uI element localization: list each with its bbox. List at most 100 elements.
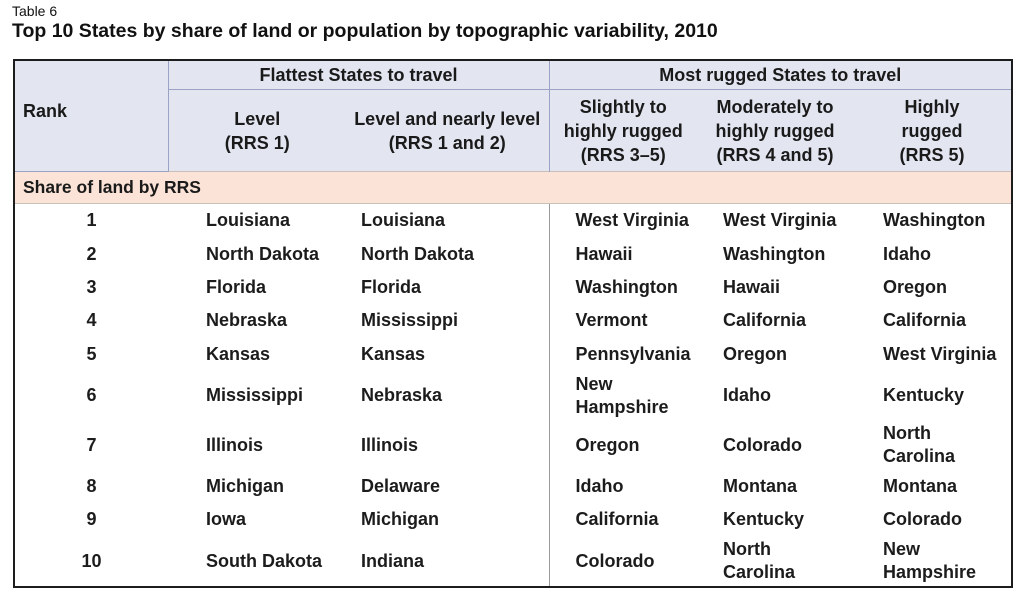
rank-cell: 2 — [86, 243, 97, 264]
state-name: Kansas — [361, 343, 426, 364]
column-header-level-nearly-level: Level and nearly level (RRS 1 and 2) — [346, 89, 550, 172]
state-cell: North Dakota — [168, 238, 346, 271]
state-name: Montana — [723, 475, 797, 496]
state-name: North Dakota — [361, 243, 475, 264]
state-name: Indiana — [361, 550, 425, 571]
column-header-line: Level — [234, 108, 281, 129]
state-name: Mississippi — [206, 385, 304, 406]
state-name: North — [883, 423, 931, 444]
state-cell: Washington — [697, 238, 853, 271]
column-header-line: (RRS 1) — [224, 132, 290, 153]
state-name: Nebraska — [206, 310, 288, 331]
state-name: West Virginia — [723, 210, 837, 231]
state-name: Colorado — [723, 434, 802, 455]
table-row: 7 Illinois Illinois Oregon Colorado North Caro… — [15, 420, 1011, 470]
state-cell: Vermont — [549, 304, 697, 337]
state-cell: West Virginia — [697, 204, 853, 238]
state-cell: Florida — [346, 270, 550, 305]
state-cell: West Virginia — [549, 204, 697, 238]
state-name: Michigan — [361, 509, 440, 530]
state-name: North — [723, 539, 771, 560]
state-cell: Washington — [853, 204, 1011, 238]
state-name: Louisiana — [206, 210, 291, 231]
state-name: Kentucky — [723, 509, 805, 530]
rank-cell: 5 — [86, 343, 97, 364]
state-cell: North Carolina — [697, 536, 853, 586]
rank-cell: 9 — [86, 509, 97, 530]
state-cell: North Carolina — [853, 420, 1011, 469]
table-row: 6 Mississippi Nebraska New Hampshire Idaho Ken… — [15, 370, 1011, 421]
state-name: Washington — [883, 210, 986, 231]
table-row: 10 South Dakota Indiana Colorado North Caroli… — [15, 536, 1011, 586]
table-header: Rank Flattest States to travel Most rugg… — [15, 61, 1012, 172]
rank-cell: 1 — [86, 210, 97, 231]
state-name: Florida — [206, 277, 267, 298]
state-cell: Washington — [549, 271, 697, 304]
state-cell: Kansas — [346, 337, 550, 371]
state-cell: Nebraska — [346, 370, 550, 421]
column-header-line: highly rugged — [563, 120, 683, 141]
state-name: Colorado — [575, 550, 655, 571]
state-cell: Iowa — [168, 503, 346, 536]
rank-header: Rank — [15, 61, 169, 172]
state-name: California — [723, 310, 807, 331]
column-header-line: Highly — [904, 96, 960, 117]
state-cell: Idaho — [853, 238, 1011, 271]
state-cell: Michigan — [346, 503, 550, 537]
state-name: New — [575, 373, 613, 394]
state-name: Carolina — [883, 446, 956, 467]
state-cell: Illinois — [346, 420, 550, 470]
state-cell: Delaware — [346, 469, 550, 504]
state-cell: New Hampshire — [549, 371, 697, 420]
state-name: Hampshire — [575, 396, 669, 417]
state-name: Idaho — [723, 385, 771, 406]
state-cell: Indiana — [346, 536, 550, 586]
column-header-line: (RRS 5) — [899, 144, 965, 165]
table-row: 9 Iowa Michigan California Kentucky Colorado — [15, 503, 1011, 537]
state-name: Pennsylvania — [575, 343, 691, 364]
state-name: Washington — [723, 243, 826, 264]
state-cell: Mississippi — [168, 371, 346, 420]
state-name: Washington — [575, 277, 678, 298]
state-cell: North Dakota — [346, 237, 550, 271]
state-name: Illinois — [361, 434, 419, 455]
table-row: 1 Louisiana Louisiana West Virginia West Vir… — [15, 203, 1011, 238]
rank-cell: 10 — [81, 550, 102, 571]
rank-cell: 3 — [86, 277, 97, 298]
column-header-moderately-rugged: Moderately to highly rugged (RRS 4 and 5… — [697, 89, 853, 172]
column-header-line: Moderately to — [716, 96, 834, 117]
state-name: Delaware — [361, 475, 441, 496]
state-cell: Florida — [168, 271, 346, 304]
state-name: Montana — [883, 475, 957, 496]
table-label: Table 6 — [12, 3, 58, 19]
state-cell: Kansas — [168, 338, 346, 371]
state-name: Oregon — [575, 434, 640, 455]
state-name: Michigan — [206, 475, 285, 496]
state-cell: Kentucky — [853, 371, 1011, 420]
data-table: Rank Flattest States to travel Most rugg… — [15, 61, 1012, 586]
state-cell: Michigan — [168, 470, 346, 503]
column-header-line: Level and nearly level — [354, 108, 541, 129]
rank-cell: 8 — [86, 475, 97, 496]
state-name: Illinois — [206, 434, 264, 455]
state-name: South Dakota — [206, 550, 323, 571]
state-cell: Colorado — [697, 420, 853, 469]
state-name: Colorado — [883, 509, 962, 530]
state-cell: Louisiana — [168, 204, 346, 238]
column-header-highly-rugged: Highly rugged (RRS 5) — [853, 89, 1012, 172]
table-body: Share of land by RRS 1 Louisiana Louisiana… — [15, 170, 1012, 586]
state-name: Iowa — [206, 509, 247, 530]
state-cell: Oregon — [853, 271, 1011, 304]
rugged-group-header: Most rugged States to travel — [549, 61, 1012, 90]
rank-cell: 4 — [86, 310, 97, 331]
state-cell: Colorado — [549, 536, 697, 586]
state-name: California — [575, 509, 659, 530]
state-name: Kentucky — [883, 385, 965, 406]
state-cell: Oregon — [549, 420, 697, 469]
state-name: West Virginia — [883, 343, 997, 364]
column-header-line: Slightly to — [579, 96, 667, 117]
flattest-group-header: Flattest States to travel — [168, 61, 550, 90]
state-name: Oregon — [883, 277, 948, 298]
column-header-line: (RRS 4 and 5) — [716, 144, 834, 165]
